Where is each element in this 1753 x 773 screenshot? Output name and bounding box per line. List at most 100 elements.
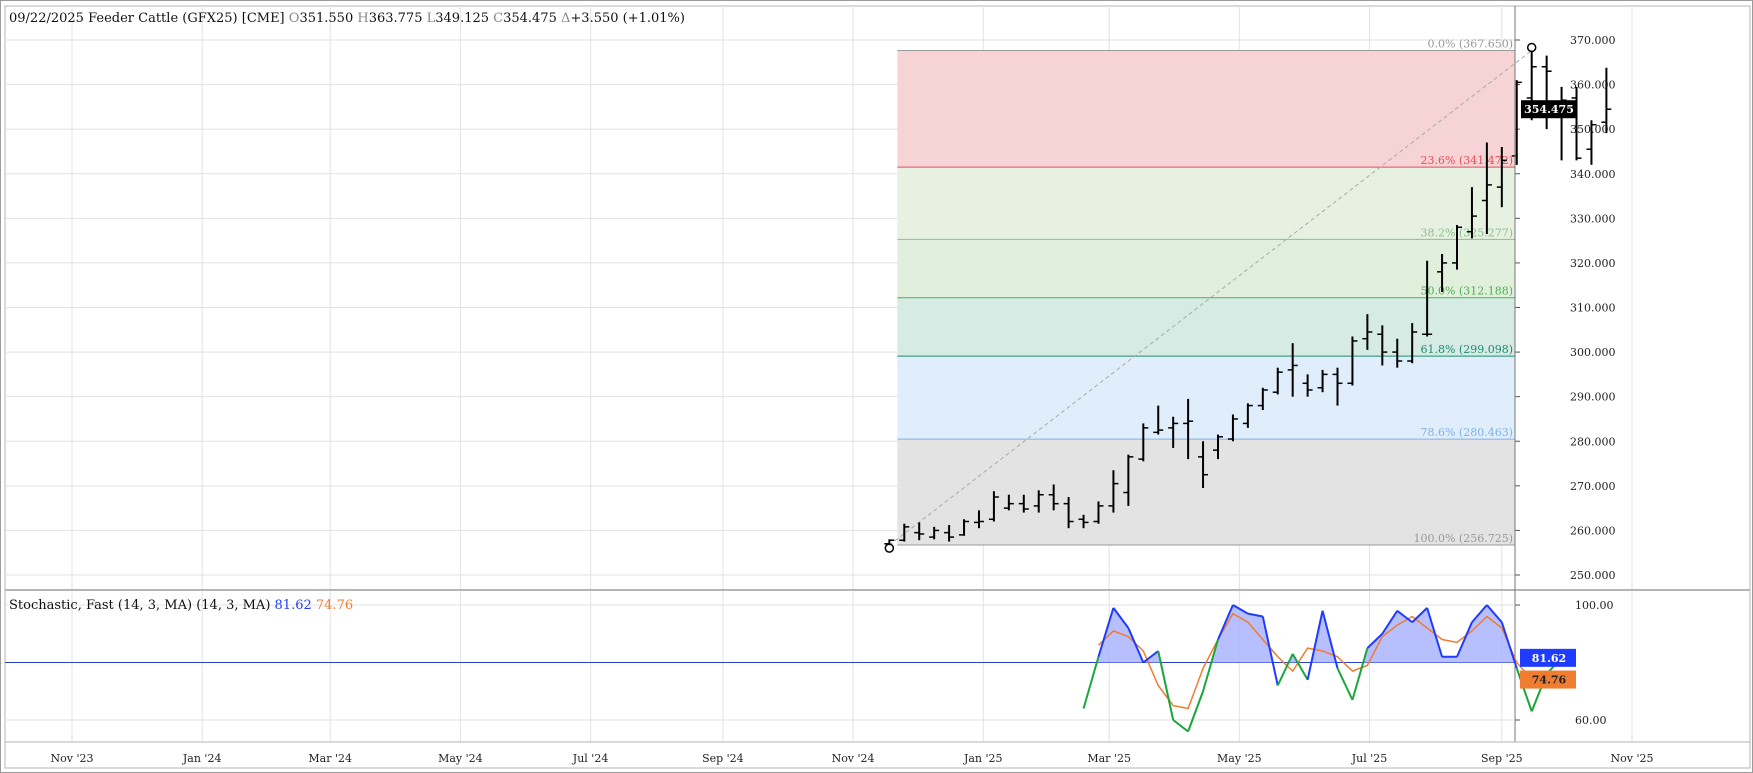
x-tick-label: Nov '24 — [832, 752, 875, 765]
stoch-k-segment — [1336, 667, 1354, 701]
ohlc-bar — [884, 539, 895, 546]
price-tick-label: 310.000 — [1570, 302, 1616, 315]
fib-trend-line — [889, 50, 1533, 546]
x-tick-label: Jan '25 — [963, 752, 1003, 765]
stoch-k-segment — [1306, 610, 1324, 680]
ohlc-bar — [1317, 369, 1328, 393]
price-tick-label: 370.000 — [1570, 34, 1616, 47]
stoch-k-segment — [1247, 612, 1263, 618]
fib-level-label: 23.6% (341.472) — [1420, 154, 1513, 167]
ohlc-bar — [1362, 314, 1373, 350]
ohlc-bar — [1272, 367, 1283, 395]
stoch-k-segment — [1291, 653, 1309, 681]
ohlc-bar — [1198, 441, 1209, 489]
stoch-d-tag-label: 74.76 — [1532, 674, 1567, 687]
x-tick-label: Jul '24 — [572, 752, 609, 765]
stoch-d-line — [1097, 612, 1547, 710]
stoch-k-segment — [1515, 667, 1533, 712]
stoch-k-segment — [1097, 607, 1115, 658]
stoch-k-segment — [1261, 616, 1279, 686]
ohlc-bar — [1437, 254, 1448, 292]
price-tick-label: 270.000 — [1570, 480, 1616, 493]
ohlc-bar — [1048, 484, 1059, 511]
fib-level-label: 61.8% (299.098) — [1420, 343, 1513, 356]
ohlc-bar — [1347, 336, 1358, 386]
x-tick-label: Mar '24 — [308, 752, 352, 765]
stochastic-d-value: 74.76 — [315, 598, 354, 613]
stoch-k-segment — [1276, 653, 1294, 686]
stoch-k-segment — [1471, 604, 1488, 623]
price-tick-label: 340.000 — [1570, 168, 1616, 181]
header-change-label: Δ — [561, 11, 571, 26]
stoch-tick-label: 100.00 — [1575, 599, 1614, 612]
fib-zone — [897, 439, 1515, 546]
ohlc-bar — [1452, 225, 1463, 270]
ohlc-bar — [914, 522, 925, 541]
header-low: 349.125 — [435, 11, 490, 26]
ohlc-bar — [1138, 423, 1149, 462]
ohlc-bar — [1287, 343, 1298, 397]
ohlc-bar — [1078, 514, 1089, 529]
stoch-k-segment — [1142, 650, 1159, 664]
fibonacci-retracement: 0.0% (367.650) 23.6% (341.472) 38.2% (325.… — [884, 37, 1537, 553]
price-tick-label: 330.000 — [1570, 212, 1616, 225]
x-tick-label: Mar '25 — [1087, 752, 1131, 765]
header-change: +3.550 (+1.01%) — [570, 11, 685, 26]
fib-zone — [897, 239, 1515, 298]
ohlc-bar — [1571, 86, 1582, 161]
ohlc-bar — [988, 491, 999, 522]
fib-zone — [897, 356, 1515, 440]
stoch-k-segment — [1187, 690, 1204, 732]
ohlc-bar — [1108, 470, 1119, 513]
header-low-label: L — [426, 11, 436, 26]
ohlc-bar — [1123, 454, 1134, 506]
ohlc-bar — [1093, 501, 1104, 524]
stoch-k-segment — [1500, 621, 1518, 669]
ohlc-bar — [1422, 260, 1433, 337]
stoch-k-segment — [1381, 610, 1399, 635]
plot-frame — [4, 5, 1751, 769]
stochastic-name: Stochastic, Fast (14, 3, MA) — [9, 598, 193, 613]
price-tick-label: 350.000 — [1570, 123, 1616, 136]
x-tick-label: May '24 — [438, 752, 483, 765]
ohlc-bar — [1496, 147, 1507, 208]
header-open-label: O — [288, 11, 300, 26]
fib-level-label: 78.6% (280.463) — [1420, 426, 1513, 439]
ohlc-bar — [1377, 325, 1388, 366]
stoch-k-segment — [1321, 610, 1339, 669]
price-tick-label: 290.000 — [1570, 391, 1616, 404]
price-tick-label: 300.000 — [1570, 346, 1616, 359]
x-tick-label: Sep '24 — [702, 752, 744, 765]
stoch-k-segment — [1366, 633, 1384, 649]
x-tick-label: May '25 — [1217, 752, 1262, 765]
stoch-k-segment — [1232, 604, 1249, 615]
stochastic-params: (14, 3, MA) — [196, 598, 271, 613]
ohlc-bar — [1212, 434, 1223, 460]
last-price-tag — [1521, 100, 1577, 119]
fib-level-label: 50.0% (312.188) — [1420, 285, 1513, 298]
ohlc-bar — [1302, 374, 1313, 397]
ohlc-bar — [1586, 120, 1597, 165]
stoch-k-tag — [1520, 648, 1576, 667]
stoch-k-segment — [1202, 639, 1219, 692]
ohlc-bar — [1183, 398, 1194, 460]
fib-zone — [897, 167, 1515, 240]
stoch-k-segment — [1456, 621, 1473, 658]
ohlc-bar — [1392, 338, 1403, 368]
ohlc-bar — [1033, 490, 1044, 513]
stoch-k-segment — [1426, 607, 1444, 658]
stoch-k-segment — [1112, 607, 1130, 629]
header-high: 363.775 — [368, 11, 423, 26]
header-high-label: H — [357, 11, 369, 26]
fib-level-label: 0.0% (367.650) — [1427, 37, 1513, 50]
stochastic-header: Stochastic, Fast (14, 3, MA) (14, 3, MA)… — [9, 598, 353, 613]
header-date: 09/22/2025 — [9, 11, 84, 26]
x-tick-label: Nov '23 — [51, 752, 94, 765]
stoch-k-segment — [1351, 647, 1369, 701]
header-open: 351.550 — [299, 11, 354, 26]
ohlc-bar — [1018, 494, 1029, 513]
ohlc-bar — [1332, 367, 1343, 406]
ohlc-bar — [1257, 387, 1268, 411]
